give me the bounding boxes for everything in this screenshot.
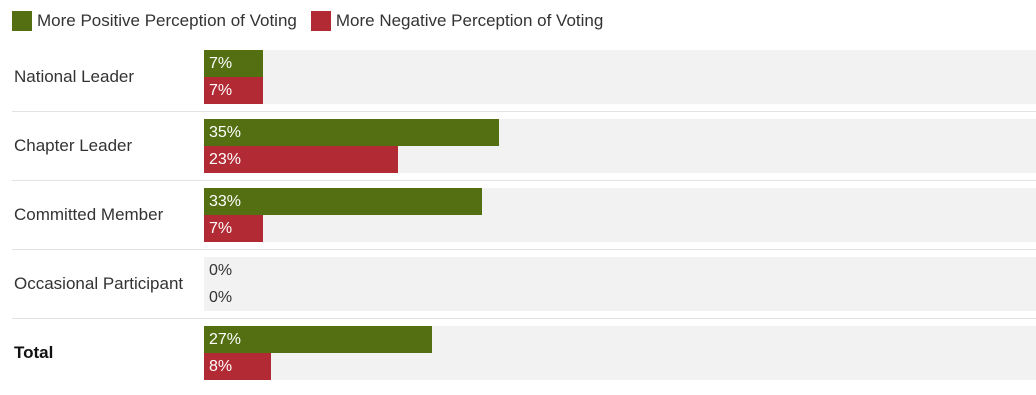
bar-positive xyxy=(204,326,432,353)
bar-chart: National Leader 7% 7% Chapter Leader 35% 23% C… xyxy=(0,50,1036,380)
chart-row: National Leader 7% 7% xyxy=(0,50,1036,119)
data-label-positive: 27% xyxy=(209,331,242,348)
row-divider xyxy=(12,318,1036,319)
bar-negative xyxy=(204,353,271,380)
bar-track xyxy=(204,50,1036,104)
data-label-positive: 33% xyxy=(209,193,242,210)
legend-swatch-positive xyxy=(12,11,32,31)
category-label: Chapter Leader xyxy=(14,136,133,155)
legend-swatch-negative xyxy=(310,11,331,31)
row-divider xyxy=(12,180,1036,181)
data-label-negative: 7% xyxy=(209,82,233,99)
chart-row: Total 27% 8% xyxy=(0,318,1036,395)
chart-row: Committed Member 33% 7% xyxy=(0,180,1036,257)
legend-label-negative: More Negative Perception of Voting xyxy=(335,11,604,30)
row-divider xyxy=(12,249,1036,250)
data-label-positive: 0% xyxy=(209,262,233,279)
data-label-positive: 35% xyxy=(209,124,242,141)
bar-negative xyxy=(204,146,398,173)
legend-label-positive: More Positive Perception of Voting xyxy=(37,11,297,30)
legend-item-negative: More Negative Perception of Voting xyxy=(310,11,604,31)
row-divider xyxy=(12,111,1036,112)
category-label: Occasional Participant xyxy=(14,274,184,293)
data-label-positive: 7% xyxy=(209,55,233,72)
data-label-negative: 23% xyxy=(209,151,242,168)
bar-positive xyxy=(204,50,263,77)
bar-negative xyxy=(204,77,263,104)
data-label-negative: 8% xyxy=(209,358,233,375)
bar-track xyxy=(204,257,1036,311)
category-label: Total xyxy=(14,343,54,362)
category-label: Committed Member xyxy=(14,205,164,224)
data-label-negative: 7% xyxy=(209,220,233,237)
chart-row: Chapter Leader 35% 23% xyxy=(0,111,1036,188)
category-label: National Leader xyxy=(14,67,135,86)
legend-item-positive: More Positive Perception of Voting xyxy=(12,11,297,31)
chart-row: Occasional Participant 0% 0% xyxy=(0,249,1036,326)
chart-legend: More Positive Perception of Voting More … xyxy=(12,9,617,33)
bar-positive xyxy=(204,119,499,146)
bar-negative xyxy=(204,215,263,242)
bar-positive xyxy=(204,188,482,215)
data-label-negative: 0% xyxy=(209,289,233,306)
